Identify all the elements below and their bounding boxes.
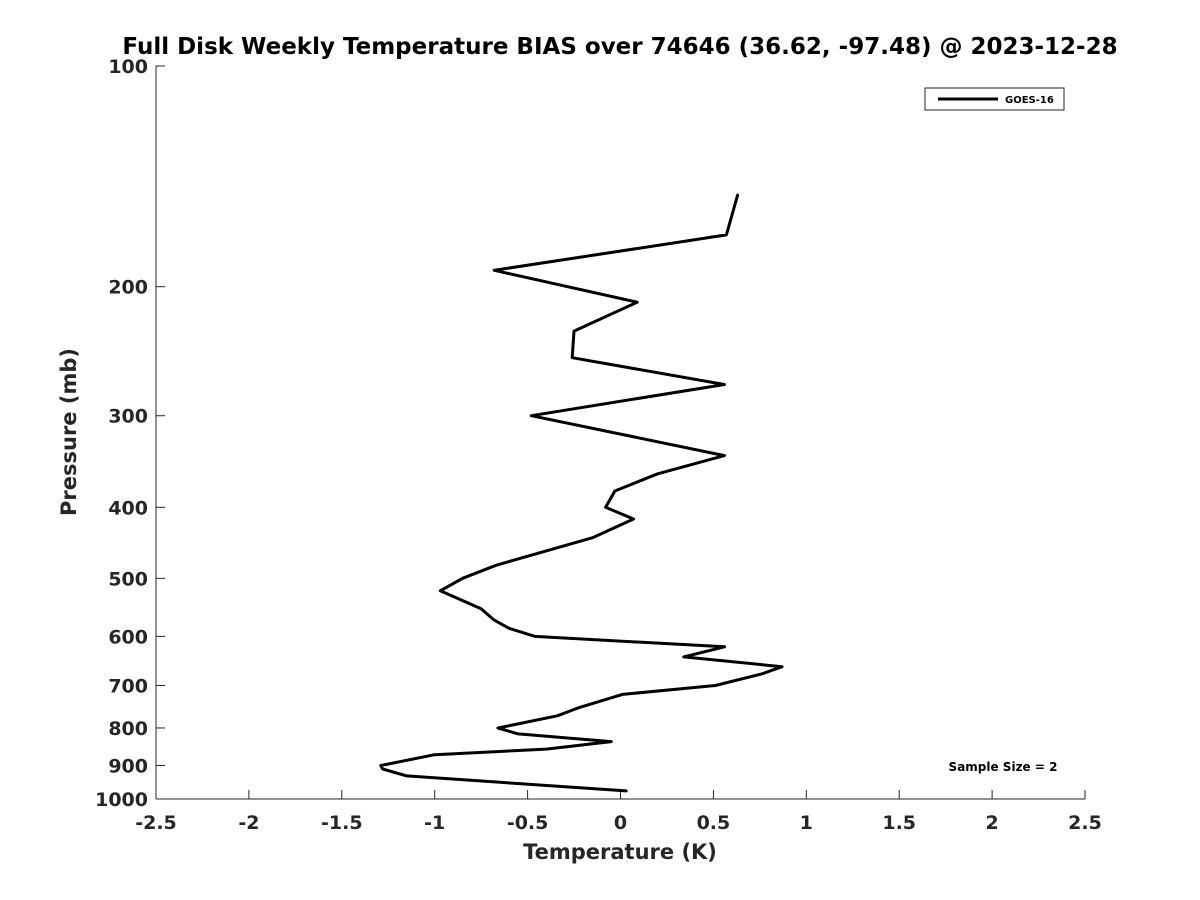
x-ticks: -2.5 -2 -1.5 -1 -0.5 0 0.5 1 1.5 2 2.5 [135, 790, 1102, 834]
x-tick-label: 1.5 [882, 812, 916, 834]
legend: GOES-16 [924, 87, 1065, 111]
x-axis-label: Temperature (K) [523, 840, 717, 864]
series-group [379, 193, 784, 793]
x-tick-label: -2.5 [135, 812, 177, 834]
sample-size-annotation: Sample Size = 2 [949, 760, 1058, 774]
y-tick-label: 900 [108, 755, 148, 777]
y-axis-label: Pressure (mb) [57, 348, 81, 516]
x-tick-label: 1 [800, 812, 813, 834]
y-tick-label: 400 [108, 497, 148, 519]
series-line-goes-16 [379, 193, 784, 793]
x-tick-label: -0.5 [507, 812, 549, 834]
y-tick-label: 800 [108, 718, 148, 740]
y-tick-label: 700 [108, 675, 148, 697]
x-tick-label: 0 [614, 812, 627, 834]
y-tick-label: 200 [108, 277, 148, 299]
x-tick-label: 2.5 [1068, 812, 1102, 834]
x-tick-label: 2 [985, 812, 998, 834]
y-tick-label: 500 [108, 568, 148, 590]
y-tick-label: 600 [108, 626, 148, 648]
x-tick-label: 0.5 [697, 812, 731, 834]
x-tick-label: -1 [424, 812, 445, 834]
y-ticks: 100 200 300 400 500 600 700 800 900 1000 [95, 56, 165, 811]
x-tick-label: -2 [238, 812, 259, 834]
legend-label: GOES-16 [1005, 95, 1054, 106]
y-tick-label: 300 [108, 406, 148, 428]
y-tick-label: 1000 [95, 789, 148, 811]
plot-area: -2.5 -2 -1.5 -1 -0.5 0 0.5 1 1.5 2 2.5 100 200 300 40… [95, 56, 1102, 834]
chart-title: Full Disk Weekly Temperature BIAS over 7… [122, 34, 1117, 60]
y-tick-label: 100 [108, 56, 148, 78]
x-tick-label: -1.5 [321, 812, 363, 834]
